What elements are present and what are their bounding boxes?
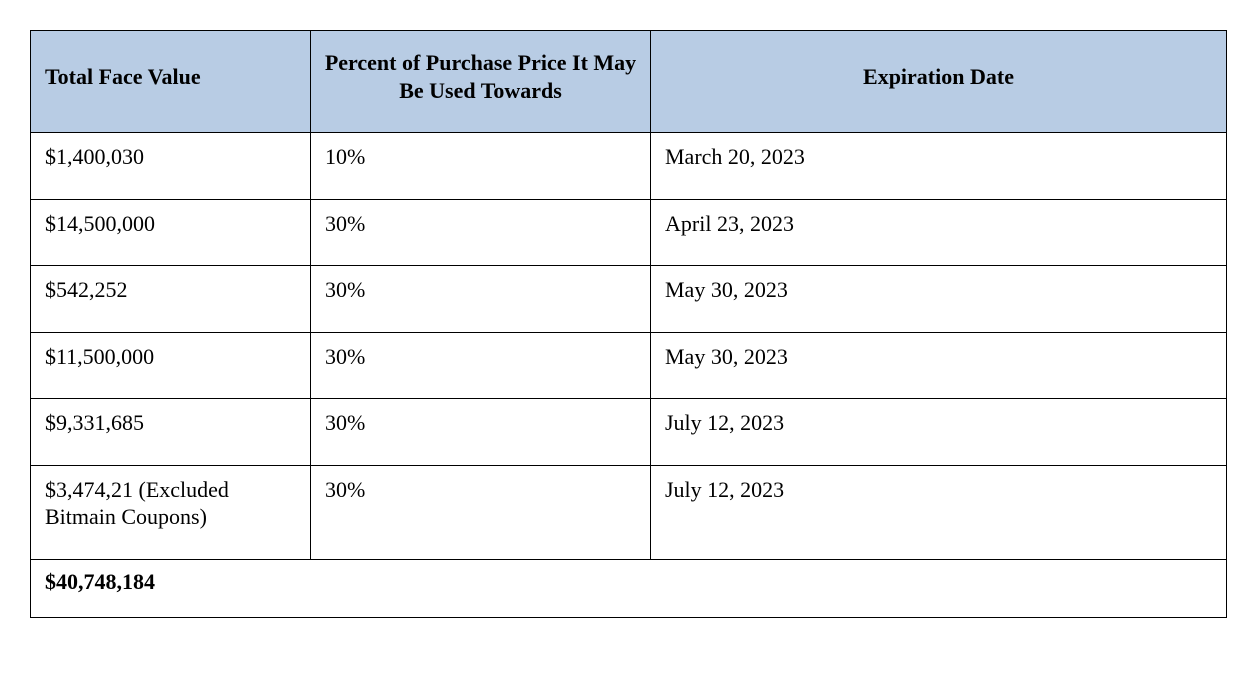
- col-header-expiration: Expiration Date: [651, 31, 1227, 133]
- table-header-row: Total Face Value Percent of Purchase Pri…: [31, 31, 1227, 133]
- cell-percent: 30%: [311, 199, 651, 266]
- cell-expiration: May 30, 2023: [651, 332, 1227, 399]
- table-total-row: $40,748,184: [31, 559, 1227, 618]
- cell-face-value: $1,400,030: [31, 133, 311, 200]
- cell-percent: 30%: [311, 332, 651, 399]
- cell-face-value: $9,331,685: [31, 399, 311, 466]
- table-row: $3,474,21 (Excluded Bitmain Coupons) 30%…: [31, 465, 1227, 559]
- table-row: $14,500,000 30% April 23, 2023: [31, 199, 1227, 266]
- cell-expiration: March 20, 2023: [651, 133, 1227, 200]
- table-row: $542,252 30% May 30, 2023: [31, 266, 1227, 333]
- cell-percent: 10%: [311, 133, 651, 200]
- cell-expiration: July 12, 2023: [651, 465, 1227, 559]
- cell-percent: 30%: [311, 399, 651, 466]
- cell-face-value: $14,500,000: [31, 199, 311, 266]
- cell-face-value: $542,252: [31, 266, 311, 333]
- cell-percent: 30%: [311, 465, 651, 559]
- coupon-table: Total Face Value Percent of Purchase Pri…: [30, 30, 1227, 618]
- table-row: $9,331,685 30% July 12, 2023: [31, 399, 1227, 466]
- cell-total: $40,748,184: [31, 559, 1227, 618]
- col-header-percent: Percent of Purchase Price It May Be Used…: [311, 31, 651, 133]
- table-body: $1,400,030 10% March 20, 2023 $14,500,00…: [31, 133, 1227, 618]
- cell-face-value: $3,474,21 (Excluded Bitmain Coupons): [31, 465, 311, 559]
- cell-expiration: May 30, 2023: [651, 266, 1227, 333]
- cell-percent: 30%: [311, 266, 651, 333]
- table-row: $1,400,030 10% March 20, 2023: [31, 133, 1227, 200]
- cell-face-value: $11,500,000: [31, 332, 311, 399]
- table-row: $11,500,000 30% May 30, 2023: [31, 332, 1227, 399]
- cell-expiration: April 23, 2023: [651, 199, 1227, 266]
- cell-expiration: July 12, 2023: [651, 399, 1227, 466]
- col-header-face-value: Total Face Value: [31, 31, 311, 133]
